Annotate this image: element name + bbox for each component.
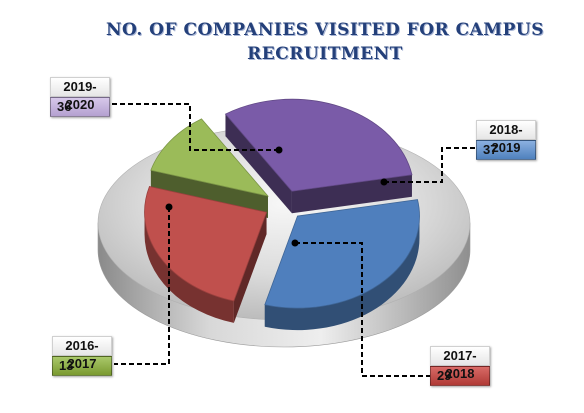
category-label-2016-2017: 2016-2017: [52, 336, 112, 371]
pie-slice-top-2018-2019: [264, 199, 420, 309]
leader-dot-2018-2019: [380, 178, 388, 186]
leader-line-2018-2019: [384, 147, 476, 183]
data-label-2019-2020: 2019-2020 36: [50, 77, 110, 117]
pie-slice-side-2017-2018: [144, 212, 234, 323]
category-label-2019-2020: 2019-2020: [50, 77, 110, 112]
value-label-2018-2019: 37: [476, 140, 536, 160]
pie-slice-top-2019-2020: [224, 98, 413, 192]
leader-dot-2017-2018: [291, 239, 299, 247]
value-label-2016-2017: 13: [52, 356, 112, 376]
chart-title: NO. OF COMPANIES VISITED FOR CAMPUS RECR…: [105, 20, 544, 64]
category-label-2018-2019: 2018-2019: [476, 120, 536, 155]
leader-line-2019-2020: [112, 103, 279, 151]
leader-dot-2016-2017: [165, 203, 173, 211]
pie-slice-2017-2018: [144, 185, 268, 323]
pie-slice-side-2018-2019: [264, 216, 420, 331]
leader-dot-2019-2020: [275, 146, 283, 154]
value-label-2017-2018: 29: [430, 366, 490, 386]
leader-line-2016-2017: [114, 207, 170, 365]
pie-slice-top-2016-2017: [150, 118, 270, 197]
pie-slice-2018-2019: [264, 199, 420, 331]
data-label-2016-2017: 2016-2017 13: [52, 336, 112, 376]
pie-slice-wall-2019-2020-0: [225, 114, 292, 214]
pie-slice-top-2017-2018: [144, 185, 268, 302]
data-label-2018-2019: 2018-2019 37: [476, 120, 536, 160]
pie-slice-wall-2017-2018-0: [233, 212, 267, 323]
pie-slice-2019-2020: [224, 98, 413, 214]
value-label-2019-2020: 36: [50, 97, 110, 117]
category-label-2017-2018: 2017-2018: [430, 346, 490, 381]
leader-line-2017-2018: [295, 242, 430, 377]
data-label-2017-2018: 2017-2018 29: [430, 346, 490, 386]
